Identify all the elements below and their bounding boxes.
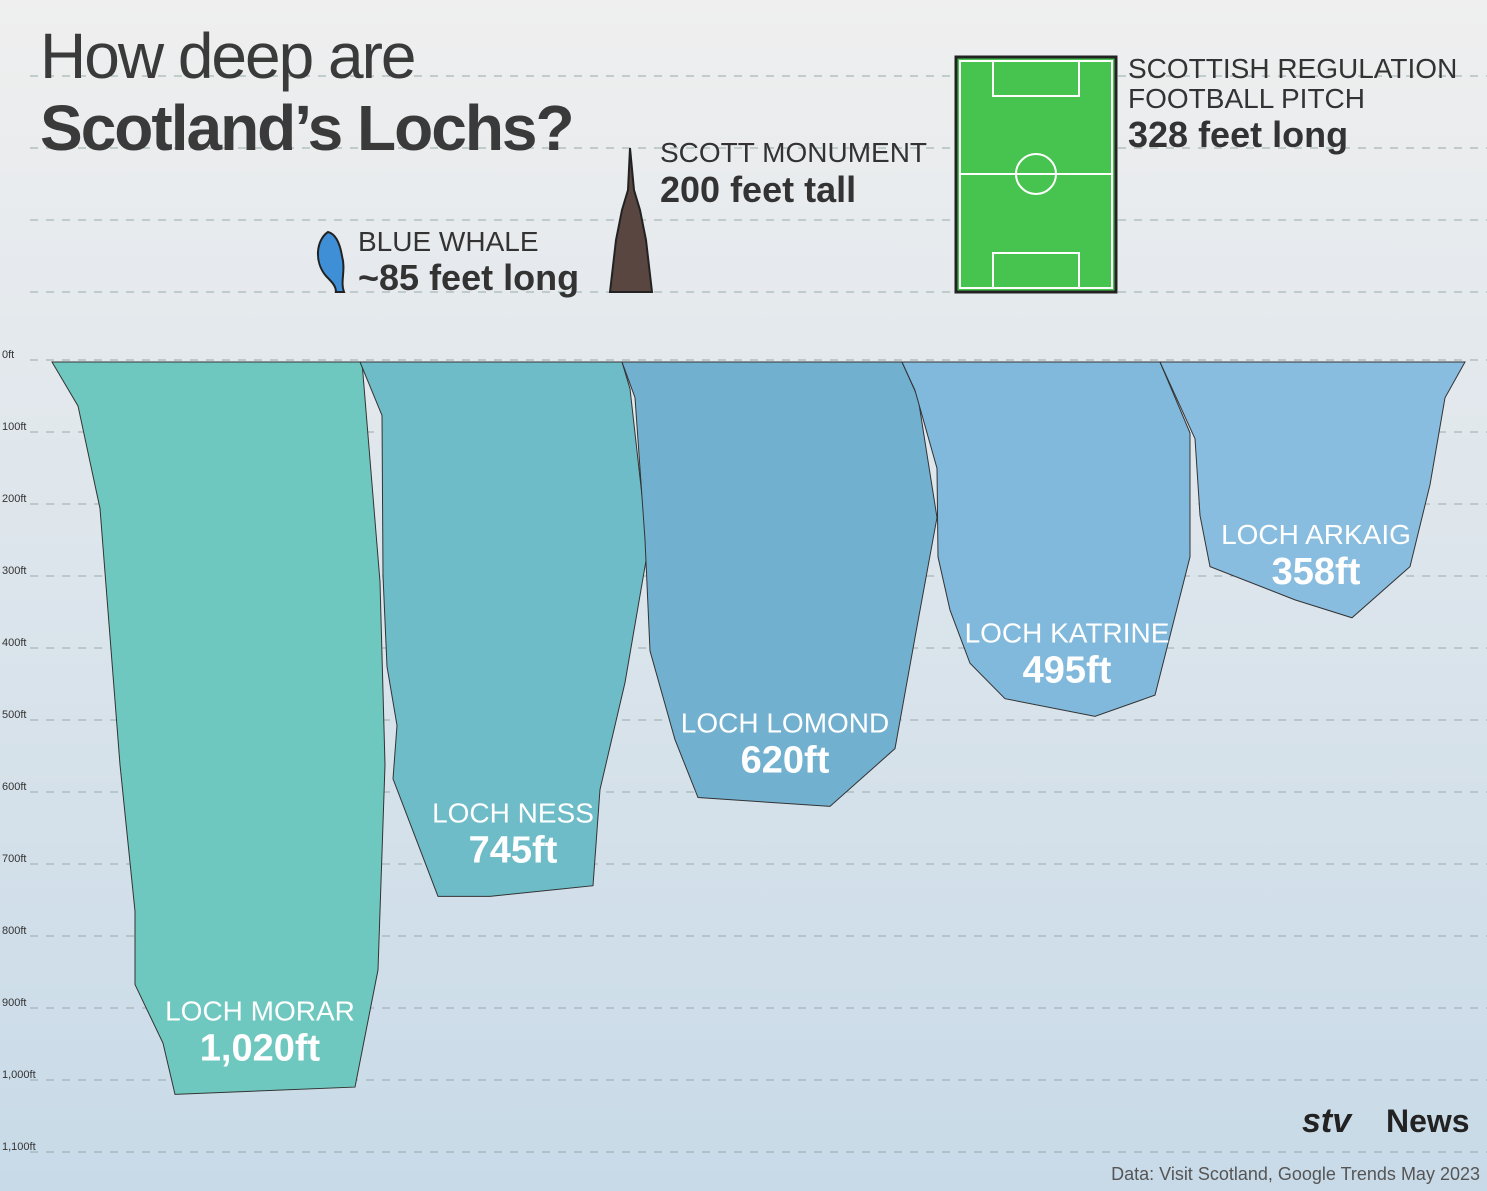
y-tick-label: 0ft [2,349,14,361]
whale-icon [317,230,346,293]
loch-shape [901,361,1191,717]
title: How deep are [40,20,414,92]
source: Data: Visit Scotland, Google Trends May … [1111,1164,1480,1184]
y-tick-label: 200ft [2,493,26,505]
y-tick-label: 1,100ft [2,1141,36,1153]
comparison-label: FOOTBALL PITCH [1128,83,1365,114]
loch-shape [51,361,386,1095]
y-tick-label: 100ft [2,421,26,433]
upper-guides [30,75,1487,293]
loch-name: LOCH ARKAIG [1221,519,1411,550]
logo-text: News [1386,1103,1470,1139]
loch-depth-label: 495ft [1023,649,1112,691]
loch-depth-label: 358ft [1272,551,1361,593]
y-tick-label: 1,000ft [2,1069,36,1081]
loch-shape [359,361,649,897]
y-tick-label: 800ft [2,925,26,937]
title: Scotland’s Lochs? [40,92,573,164]
loch-shape [1159,361,1466,619]
comparison-size: 200 feet tall [660,169,856,210]
plot: 0ft 100ft 200ft 300ft 400ft 500ft 600ft 700ft 80… [2,349,1487,1153]
comparison-size: ~85 feet long [358,257,579,298]
loch-name: LOCH LOMOND [681,707,889,738]
pitch-icon [954,55,1118,294]
comparison-label: SCOTTISH REGULATION [1128,53,1457,84]
loch-depth-label: 1,020ft [200,1027,321,1069]
y-tick-label: 600ft [2,781,26,793]
loch-name: LOCH MORAR [165,995,355,1026]
y-tick-label: 500ft [2,709,26,721]
y-tick-label: 700ft [2,853,26,865]
loch-name: LOCH NESS [432,797,594,828]
comparison-label: BLUE WHALE [358,226,539,257]
comparison-size: 328 feet long [1128,114,1348,155]
y-tick-label: 900ft [2,997,26,1009]
loch-name: LOCH KATRINE [965,617,1170,648]
monument-icon [608,147,654,293]
logo: stv [1302,1102,1353,1140]
y-tick-label: 300ft [2,565,26,577]
comparison-label: SCOTT MONUMENT [660,137,927,168]
loch-depth-label: 620ft [741,739,830,781]
y-tick-label: 400ft [2,637,26,649]
loch-depth-label: 745ft [469,829,558,871]
